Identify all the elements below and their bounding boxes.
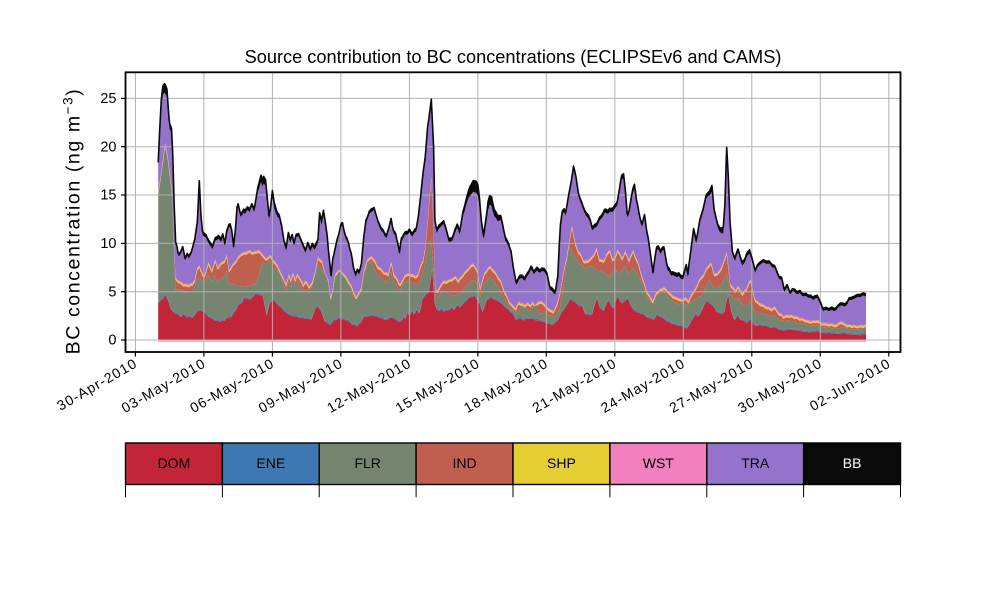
svg-text:TRA: TRA xyxy=(741,455,770,471)
svg-text:ENE: ENE xyxy=(256,455,285,471)
svg-text:FLR: FLR xyxy=(354,455,380,471)
svg-text:DOM: DOM xyxy=(158,455,191,471)
svg-text:SHP: SHP xyxy=(547,455,576,471)
svg-text:0: 0 xyxy=(108,333,116,349)
svg-text:WST: WST xyxy=(643,455,675,471)
svg-text:15: 15 xyxy=(100,188,116,204)
svg-text:20: 20 xyxy=(100,139,116,155)
svg-text:IND: IND xyxy=(453,455,477,471)
svg-text:Source contribution to BC conc: Source contribution to BC concentrations… xyxy=(245,47,782,67)
svg-text:5: 5 xyxy=(108,284,116,300)
svg-text:25: 25 xyxy=(100,91,116,107)
svg-text:BC concentration (ng m−3): BC concentration (ng m−3) xyxy=(61,88,85,355)
svg-text:10: 10 xyxy=(100,236,116,252)
svg-text:BB: BB xyxy=(843,455,862,471)
